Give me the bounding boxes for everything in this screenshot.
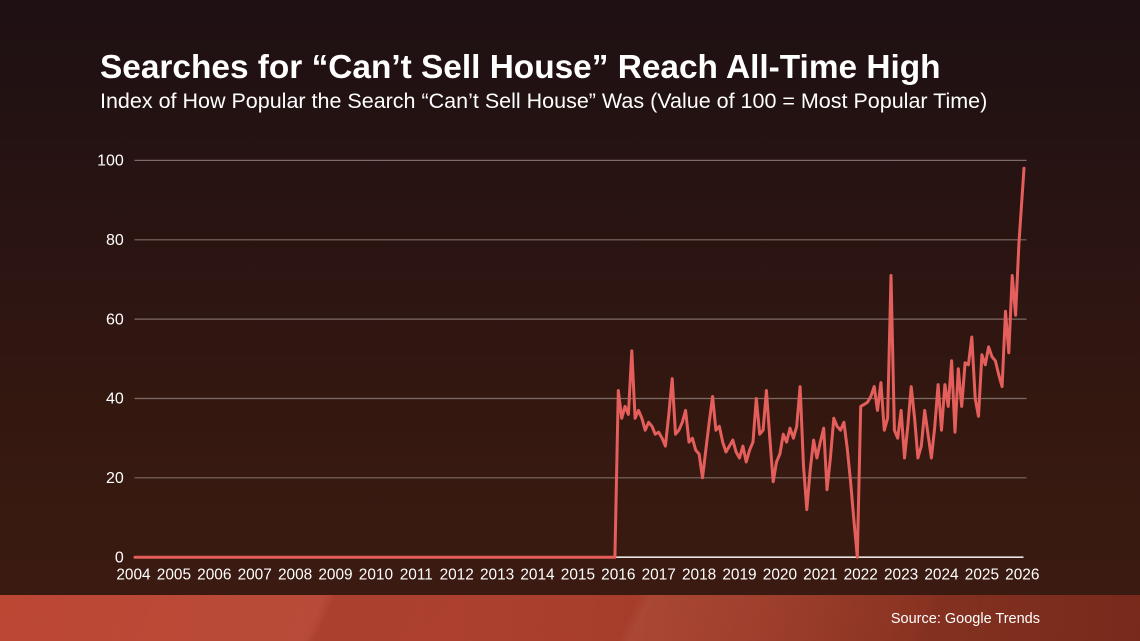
svg-text:2011: 2011 — [400, 567, 433, 584]
svg-text:2022: 2022 — [844, 567, 878, 584]
svg-text:0: 0 — [115, 549, 124, 566]
svg-text:2008: 2008 — [278, 567, 312, 584]
svg-text:2005: 2005 — [157, 567, 191, 584]
svg-text:2018: 2018 — [682, 567, 716, 584]
svg-text:2009: 2009 — [318, 567, 352, 584]
svg-text:2012: 2012 — [440, 567, 474, 584]
svg-text:2023: 2023 — [884, 567, 918, 584]
svg-text:60: 60 — [106, 311, 124, 328]
svg-text:2024: 2024 — [924, 567, 959, 584]
svg-text:2021: 2021 — [803, 567, 837, 584]
svg-text:100: 100 — [97, 153, 124, 170]
svg-text:2007: 2007 — [238, 567, 272, 584]
svg-text:2006: 2006 — [197, 567, 231, 584]
svg-text:2004: 2004 — [116, 567, 151, 584]
svg-text:20: 20 — [106, 470, 124, 487]
svg-text:80: 80 — [106, 232, 124, 249]
svg-text:40: 40 — [106, 391, 124, 408]
svg-text:2016: 2016 — [601, 567, 635, 584]
svg-text:2025: 2025 — [965, 567, 999, 584]
svg-text:2020: 2020 — [763, 567, 797, 584]
svg-text:2015: 2015 — [561, 567, 595, 584]
svg-text:2019: 2019 — [722, 567, 756, 584]
svg-text:2017: 2017 — [642, 567, 676, 584]
svg-text:2010: 2010 — [359, 567, 393, 584]
svg-text:2013: 2013 — [480, 567, 514, 584]
svg-text:2026: 2026 — [1005, 567, 1039, 584]
svg-text:2014: 2014 — [520, 567, 555, 584]
